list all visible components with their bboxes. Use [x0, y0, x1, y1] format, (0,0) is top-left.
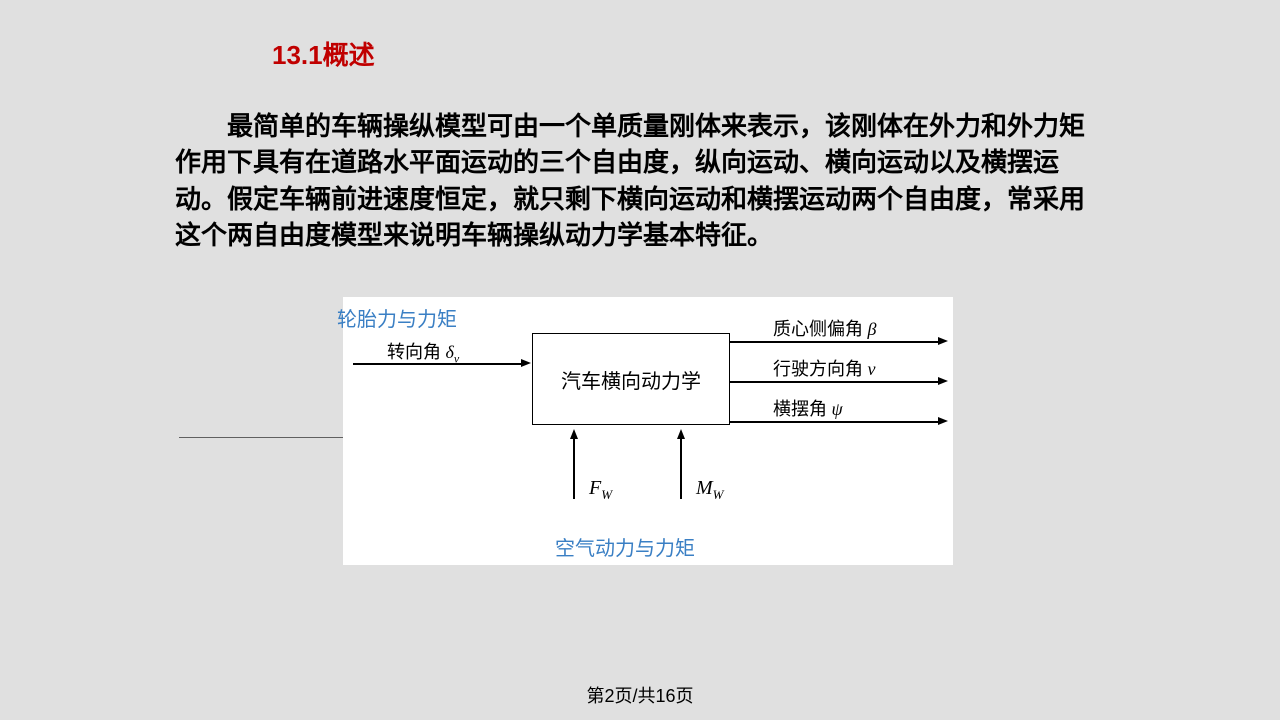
force-arrow-line — [573, 437, 575, 499]
output-2-arrow-head — [938, 377, 948, 385]
output-1-label: 质心侧偏角 β — [773, 315, 876, 341]
force-symbol: F — [589, 477, 601, 499]
input-top-label: 轮胎力与力矩 — [337, 303, 457, 332]
steering-angle-text: 转向角 — [387, 342, 446, 362]
body-paragraph: 最简单的车辆操纵模型可由一个单质量刚体来表示，该刚体在外力和外力矩作用下具有在道… — [175, 108, 1105, 254]
input-arrow-line — [353, 363, 523, 365]
output-3-arrow-head — [938, 417, 948, 425]
force-label: FW — [589, 477, 612, 503]
body-text-content: 最简单的车辆操纵模型可由一个单质量刚体来表示，该刚体在外力和外力矩作用下具有在道… — [175, 111, 1085, 250]
moment-arrow-head — [677, 429, 685, 439]
output-3-arrow-line — [730, 421, 940, 423]
output-3-text: 横摆角 — [773, 399, 832, 419]
output-3-symbol: ψ — [832, 399, 843, 419]
output-1-arrow-head — [938, 337, 948, 345]
output-1-symbol: β — [868, 319, 877, 339]
block-diagram: 汽车横向动力学 轮胎力与力矩 转向角 δv 质心侧偏角 β 行驶方向角 ν 横摆… — [343, 297, 953, 565]
force-sub: W — [601, 487, 612, 502]
output-2-label: 行驶方向角 ν — [773, 355, 876, 381]
moment-symbol: M — [696, 477, 713, 499]
output-1-text: 质心侧偏角 — [773, 319, 868, 339]
page-number: 第2页/共16页 — [0, 682, 1280, 708]
horizontal-rule — [179, 437, 343, 438]
moment-label: MW — [696, 477, 724, 503]
output-2-arrow-line — [730, 381, 940, 383]
center-box-label: 汽车横向动力学 — [561, 365, 701, 394]
bottom-input-label: 空气动力与力矩 — [555, 532, 695, 561]
output-1-arrow-line — [730, 341, 940, 343]
diagram-center-box: 汽车横向动力学 — [532, 333, 730, 425]
steering-angle-symbol: δ — [446, 342, 454, 362]
section-title: 13.1概述 — [272, 35, 375, 72]
output-3-label: 横摆角 ψ — [773, 395, 843, 421]
output-2-symbol: ν — [868, 359, 876, 379]
moment-arrow-line — [680, 437, 682, 499]
moment-sub: W — [713, 487, 724, 502]
output-2-text: 行驶方向角 — [773, 359, 868, 379]
input-arrow-head — [521, 359, 531, 367]
force-arrow-head — [570, 429, 578, 439]
